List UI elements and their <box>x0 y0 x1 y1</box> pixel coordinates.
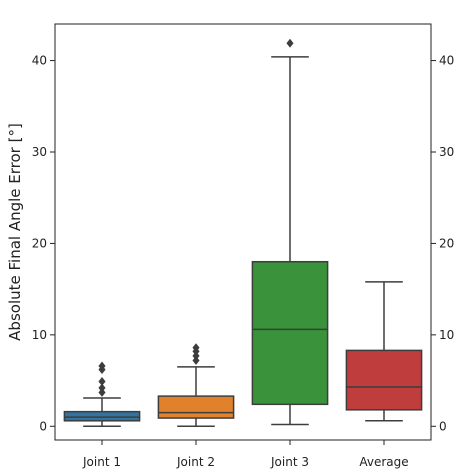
box-joint-3 <box>251 260 329 406</box>
x-tick-label-3: Average <box>359 455 408 469</box>
y-tick-label-right-40: 40 <box>439 54 454 68</box>
y-tick-label-right-10: 10 <box>439 328 454 342</box>
outlier-joint-2-0 <box>192 356 200 365</box>
y-tick-label-left-30: 30 <box>32 145 47 159</box>
y-tick-label-left-20: 20 <box>32 236 47 250</box>
y-tick-label-left-0: 0 <box>39 419 47 433</box>
outlier-joint-1-2 <box>98 377 106 386</box>
outlier-joint-2-1 <box>192 351 200 361</box>
x-axis: Joint 1 Joint 2 Joint 3 Average <box>82 440 409 469</box>
y-tick-label-right-30: 30 <box>439 145 454 159</box>
x-tick-label-1: Joint 2 <box>176 455 215 469</box>
y-tick-label-left-10: 10 <box>32 328 47 342</box>
outlier-joint-2-3 <box>192 343 200 353</box>
y-tick-label-left-40: 40 <box>32 54 47 68</box>
outlier-joint-1-0 <box>98 388 106 397</box>
outlier-joint-3-0 <box>286 38 294 48</box>
y-axis-title: Absolute Final Angle Error [°] <box>6 123 24 341</box>
y-tick-label-right-0: 0 <box>439 419 447 433</box>
y-tick-label-right-20: 20 <box>439 236 454 250</box>
box-group-joint-2 <box>157 343 235 428</box>
outlier-joint-1-1 <box>98 383 106 393</box>
box-joint-2 <box>157 395 235 419</box>
box-group-average <box>345 281 423 422</box>
box-average <box>345 349 423 411</box>
outlier-joint-1-4 <box>98 361 106 371</box>
box-joint-1 <box>63 410 141 422</box>
box-group-joint-3 <box>251 38 329 426</box>
plot-area <box>54 23 432 441</box>
box-group-joint-1 <box>63 361 141 428</box>
x-tick-label-2: Joint 3 <box>270 455 309 469</box>
plot-frame <box>54 23 432 441</box>
x-tick-label-0: Joint 1 <box>82 455 121 469</box>
y-axis-left: 0 10 20 30 40 <box>32 54 55 433</box>
y-axis-right: 0 10 20 30 40 <box>431 54 454 433</box>
boxes <box>63 38 423 428</box>
